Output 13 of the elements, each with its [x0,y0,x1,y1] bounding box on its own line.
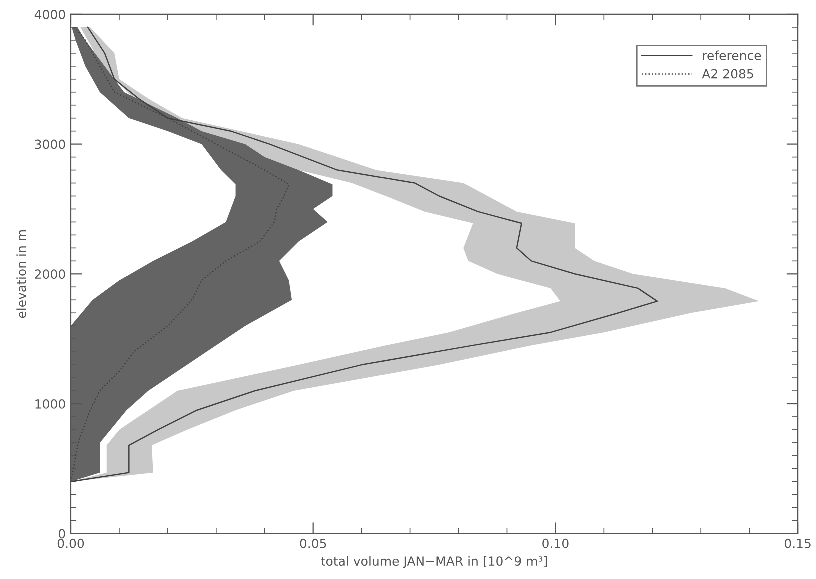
y-tick-label: 3000 [35,140,66,150]
x-tick-label: 0.00 [58,538,84,548]
x-tick-label: 0.05 [300,538,326,548]
legend-label: A2 2085 [702,69,754,79]
x-tick-label: 0.10 [542,538,569,548]
y-tick-label: 4000 [34,10,66,20]
x-tick-label: 0.15 [784,538,811,548]
y-tick-label: 0 [59,529,66,539]
y-tick-label: 1000 [36,399,66,409]
legend-label: reference [703,50,762,60]
x-axis-title: total volume JAN−MAR in [10^9 m³] [321,556,548,568]
y-axis-title: elevation in m [16,230,26,318]
y-tick-label: 2000 [35,270,66,280]
